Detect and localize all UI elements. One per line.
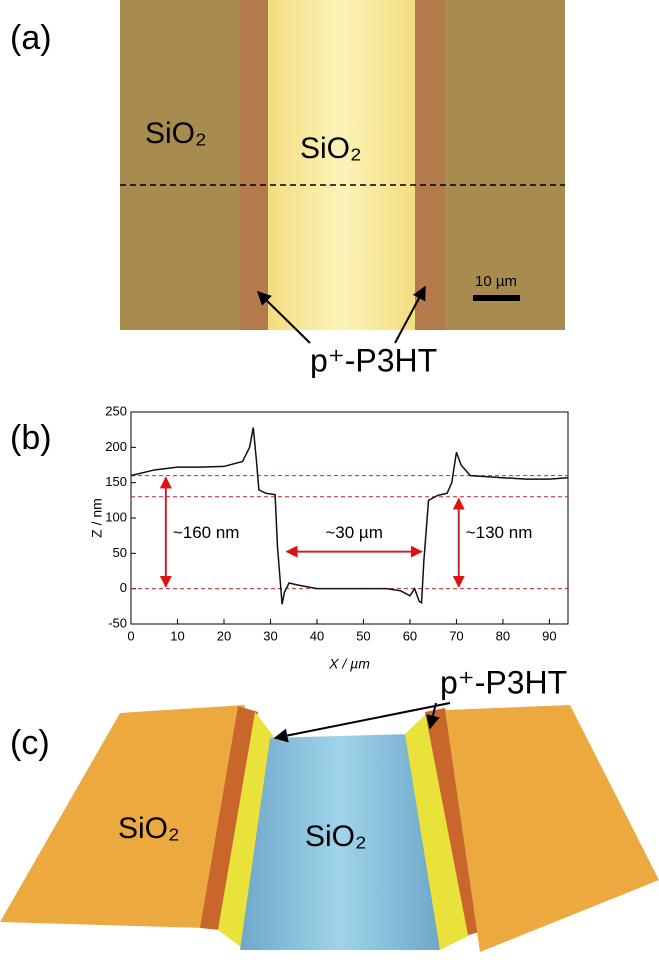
y-tick-label: -50 bbox=[108, 615, 127, 630]
x-tick-label: 50 bbox=[356, 628, 370, 643]
panel-label: (a) bbox=[10, 19, 52, 57]
x-tick-label: 10 bbox=[170, 628, 184, 643]
arrow bbox=[257, 291, 311, 344]
profile-line bbox=[130, 427, 569, 605]
material-label: SiO₂ bbox=[118, 812, 180, 845]
annotation: ~30 µm bbox=[325, 523, 383, 542]
material-label: SiO₂ bbox=[300, 132, 362, 165]
arrow bbox=[394, 285, 426, 344]
arrow bbox=[273, 702, 451, 743]
x-tick-label: 70 bbox=[449, 628, 463, 643]
y-tick-label: 250 bbox=[105, 403, 127, 418]
plot-frame bbox=[130, 411, 569, 625]
y-tick-label: 150 bbox=[105, 474, 127, 489]
material-label: SiO₂ bbox=[305, 820, 367, 853]
x-axis-label: X / µm bbox=[328, 656, 370, 672]
x-tick-label: 0 bbox=[127, 628, 134, 643]
annotation: ~130 nm bbox=[466, 523, 533, 542]
x-tick-label: 30 bbox=[263, 628, 277, 643]
y-tick-label: 200 bbox=[105, 439, 127, 454]
x-tick-label: 60 bbox=[403, 628, 417, 643]
material-label: SiO₂ bbox=[145, 117, 207, 150]
annotation: p⁺-P3HT bbox=[440, 664, 567, 700]
x-tick-label: 80 bbox=[496, 628, 510, 643]
chart: (b)0 10 20 30 40 50 60 70 80 90-50050100150200250… bbox=[10, 403, 569, 672]
annotation: p⁺-P3HT bbox=[310, 342, 437, 378]
y-tick-label: 100 bbox=[105, 509, 127, 524]
x-tick-label: 90 bbox=[542, 628, 556, 643]
panel-label: (b) bbox=[10, 419, 52, 457]
scale-bar-label: 10 µm bbox=[475, 273, 517, 290]
y-tick-label: 50 bbox=[113, 545, 127, 560]
y-axis-label: Z / nm bbox=[89, 498, 105, 538]
micrograph bbox=[120, 0, 565, 330]
afm-3d bbox=[0, 705, 659, 952]
x-tick-label: 40 bbox=[310, 628, 324, 643]
arrow bbox=[426, 702, 440, 730]
y-tick-label: 0 bbox=[120, 580, 127, 595]
x-tick-label: 20 bbox=[217, 628, 231, 643]
panel-label: (c) bbox=[10, 724, 50, 762]
annotation: ~160 nm bbox=[173, 523, 240, 542]
